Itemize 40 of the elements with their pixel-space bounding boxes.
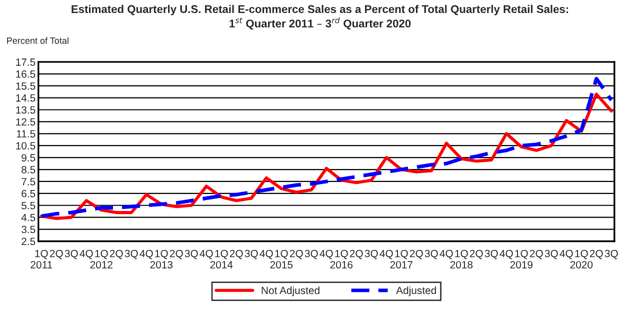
- y-tick-label: 12.5: [16, 118, 36, 126]
- x-tick-label: 3Q: [484, 250, 498, 260]
- x-tick-label: 2Q: [410, 250, 423, 260]
- legend-label: Adjusted: [396, 286, 436, 296]
- y-tick-label: 6.5: [22, 190, 36, 198]
- y-tick-label: 16.5: [16, 70, 36, 78]
- y-tick-label: 4.5: [21, 214, 36, 222]
- x-tick-label: 2Q: [530, 250, 543, 260]
- x-tick-label: 3Q: [304, 250, 318, 260]
- x-tick-label: 3Q: [604, 250, 618, 260]
- x-tick-label: 2Q: [50, 250, 63, 260]
- y-tick-label: 7.5: [22, 178, 36, 186]
- x-tick-label: 3Q: [244, 250, 258, 260]
- y-tick-label: 11.5: [16, 130, 36, 138]
- y-tick-label: 10.5: [16, 142, 36, 150]
- x-tick-label: 2Q: [110, 250, 123, 260]
- x-tick-label: 3Q: [364, 250, 378, 260]
- x-tick-label: 3Q: [424, 250, 438, 260]
- x-tick-label: 2Q: [290, 250, 303, 260]
- y-axis-title: Percent of Total: [7, 37, 68, 44]
- y-tick-label: 15.5: [16, 82, 36, 90]
- x-tick-label: 3Q: [64, 250, 78, 260]
- x-tick-label: 3Q: [544, 250, 558, 260]
- x-tick-label: 2Q: [470, 250, 483, 260]
- y-tick-label: 17.5: [16, 58, 36, 66]
- y-tick-label: 8.5: [22, 166, 36, 174]
- x-tick-label: 2Q: [170, 250, 183, 260]
- legend-label: Not Adjusted: [262, 286, 320, 296]
- y-tick-label: 9.5: [22, 154, 36, 162]
- x-tick-label: 2Q: [350, 250, 363, 260]
- x-tick-label: 3Q: [124, 250, 138, 260]
- y-tick-label: 3.5: [22, 226, 36, 234]
- x-tick-label: 3Q: [184, 250, 198, 260]
- chart-title: Estimated Quarterly U.S. Retail E-commerce Sales as a Percent of Total Quarterly Retail Sales: 1$^{st}$ Quarter 2011 – 3$^{rd}$ Quarter 2020: [72, 4, 568, 30]
- x-tick-label: 2Q: [590, 250, 603, 260]
- x-tick-label: 2Q: [230, 250, 243, 260]
- y-tick-label: 13.5: [16, 106, 36, 114]
- y-tick-label: 2.5: [22, 238, 36, 246]
- y-tick-label: 5.5: [22, 202, 36, 210]
- y-tick-label: 14.5: [16, 94, 36, 102]
